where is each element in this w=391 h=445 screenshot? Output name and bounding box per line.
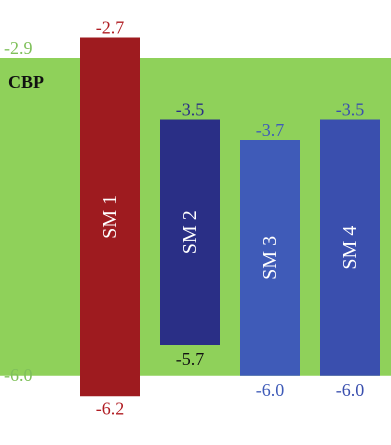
sm3-lower-value: -6.0 (256, 380, 285, 400)
sm1-upper-value: -2.7 (96, 18, 125, 38)
sm2-upper-value: -3.5 (176, 100, 205, 120)
cbp-lower-value: -6.0 (4, 365, 33, 385)
sm4-bar (320, 119, 380, 376)
sm3-bar (240, 140, 300, 376)
sm4-lower-value: -6.0 (336, 380, 365, 400)
cbp-upper-value: -2.9 (4, 38, 33, 58)
sm4-upper-value: -3.5 (336, 100, 365, 120)
sm2-label: SM 2 (179, 210, 201, 254)
sm4-label: SM 4 (339, 226, 361, 270)
sm2-bar (160, 119, 220, 345)
cbp-label: CBP (8, 72, 44, 92)
sm3-label: SM 3 (259, 236, 281, 280)
sm3-upper-value: -3.7 (256, 120, 285, 140)
sm2-lower-value: -5.7 (176, 349, 205, 369)
bars-layer: -2.7 -6.2 SM 1 -3.5 -5.7 SM 2 -3.7 -6.0 SM 3 -3.5… (80, 18, 380, 418)
sm1-label: SM 1 (99, 195, 121, 239)
sm1-lower-value: -6.2 (96, 398, 125, 418)
sm1-bar (80, 37, 140, 397)
